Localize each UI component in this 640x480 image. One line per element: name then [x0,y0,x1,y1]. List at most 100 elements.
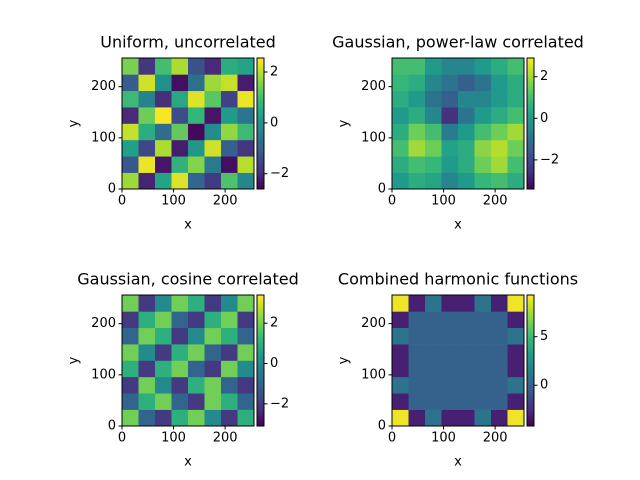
heatmap-cell [171,409,189,427]
heatmap-cell [138,107,156,124]
colorbar-swatch [257,311,264,314]
heatmap-cell [204,327,222,345]
colorbar-swatch [527,340,534,343]
heatmap-cell [122,123,139,141]
heatmap-cell [408,327,426,345]
colorbar-swatch [527,366,534,369]
heatmap-cell [458,90,475,108]
colorbar-swatch [257,184,264,188]
heatmap-cell [171,139,189,157]
heatmap-cell [392,327,409,345]
y-tick-label: 100 [361,367,386,382]
colorbar-swatch [257,162,264,165]
colorbar-swatch [257,135,264,139]
colorbar-tick-label: 0 [540,378,548,393]
heatmap-cell [507,139,525,157]
heatmap-cell [458,58,475,75]
heatmap-cell [474,139,492,157]
colorbar-swatch [527,141,534,145]
heatmap-cell [425,327,442,345]
heatmap-cell [507,107,525,124]
colorbar-swatch [527,295,534,298]
colorbar-swatch [257,415,264,419]
heatmap-cell [392,172,409,190]
heatmap-cell [425,123,442,141]
heatmap-cell [171,90,189,108]
colorbar-swatch [527,315,534,318]
heatmap-cell [458,344,475,361]
heatmap-cell [237,360,255,378]
colorbar-swatch [527,411,534,415]
heatmap-cell [155,156,172,173]
colorbar-swatch [527,150,534,153]
heatmap-cell [155,327,172,345]
heatmap-cell [122,327,139,345]
heatmap-cell [237,327,255,345]
x-tick-label: 100 [161,194,186,209]
colorbar-swatch [257,180,264,184]
colorbar-swatch [257,125,264,128]
heatmap-cell [171,344,189,361]
heatmap-cell [491,409,508,427]
colorbar-swatch [527,166,534,169]
colorbar-swatch [527,385,534,388]
y-tick-label: 200 [91,79,116,94]
heatmap-cell [392,360,409,378]
heatmap-cell [221,327,238,345]
heatmap-cell [458,376,475,394]
heatmap-cell [171,327,189,345]
title: Gaussian, power-law correlated [332,33,584,52]
heatmap-cell [122,90,139,108]
y-axis-label: y [67,119,82,127]
colorbar-swatch [527,317,534,320]
heatmap-cell [188,360,205,378]
heatmap-cell [138,311,156,329]
y-tick-label: 200 [361,79,386,94]
heatmap-cell [155,360,172,378]
heatmap-cell [171,360,189,378]
heatmap-cell [425,409,442,427]
x-tick-label: 200 [213,194,238,209]
colorbar-swatch [527,148,534,151]
colorbar-swatch [527,66,534,69]
heatmap-cell [122,409,139,427]
heatmap-cell [425,139,442,157]
colorbar-swatch [257,58,264,61]
colorbar-swatch [257,178,264,182]
heatmap-cell [237,172,255,190]
heatmap-cell [221,74,238,92]
colorbar-swatch [527,143,534,147]
colorbar-swatch [257,141,264,145]
colorbar-swatch [527,393,534,396]
colorbar-swatch [257,407,264,410]
colorbar-swatch [257,111,264,114]
heatmap-cell [122,107,139,124]
heatmap-cell [188,107,205,124]
heatmap-cell [237,393,255,410]
heatmap-cell [441,123,459,141]
heatmap-cell [507,90,525,108]
heatmap-cell [491,376,508,394]
title: Gaussian, cosine correlated [77,270,299,289]
colorbar-swatch [527,156,534,159]
y-axis-label: y [337,119,352,127]
heatmap-cell [441,327,459,345]
y-tick-label: 0 [108,419,116,434]
heatmap-cell [237,107,255,124]
heatmap-cell [507,360,525,378]
heatmap-cell [221,123,238,141]
heatmap-cell [425,107,442,124]
heatmap-cell [221,393,238,410]
colorbar-swatch [527,337,534,341]
heatmap-cell [507,156,525,173]
colorbar-swatch [257,137,264,141]
heatmap-cell [138,74,156,92]
heatmap-cell [392,376,409,394]
colorbar-swatch [257,66,264,69]
colorbar-swatch [527,305,534,308]
colorbar-tick-label: 5 [540,329,548,344]
heatmap-cell [204,376,222,394]
colorbar-swatch [257,62,264,65]
colorbar-swatch [527,409,534,412]
title: Combined harmonic functions [338,270,578,289]
